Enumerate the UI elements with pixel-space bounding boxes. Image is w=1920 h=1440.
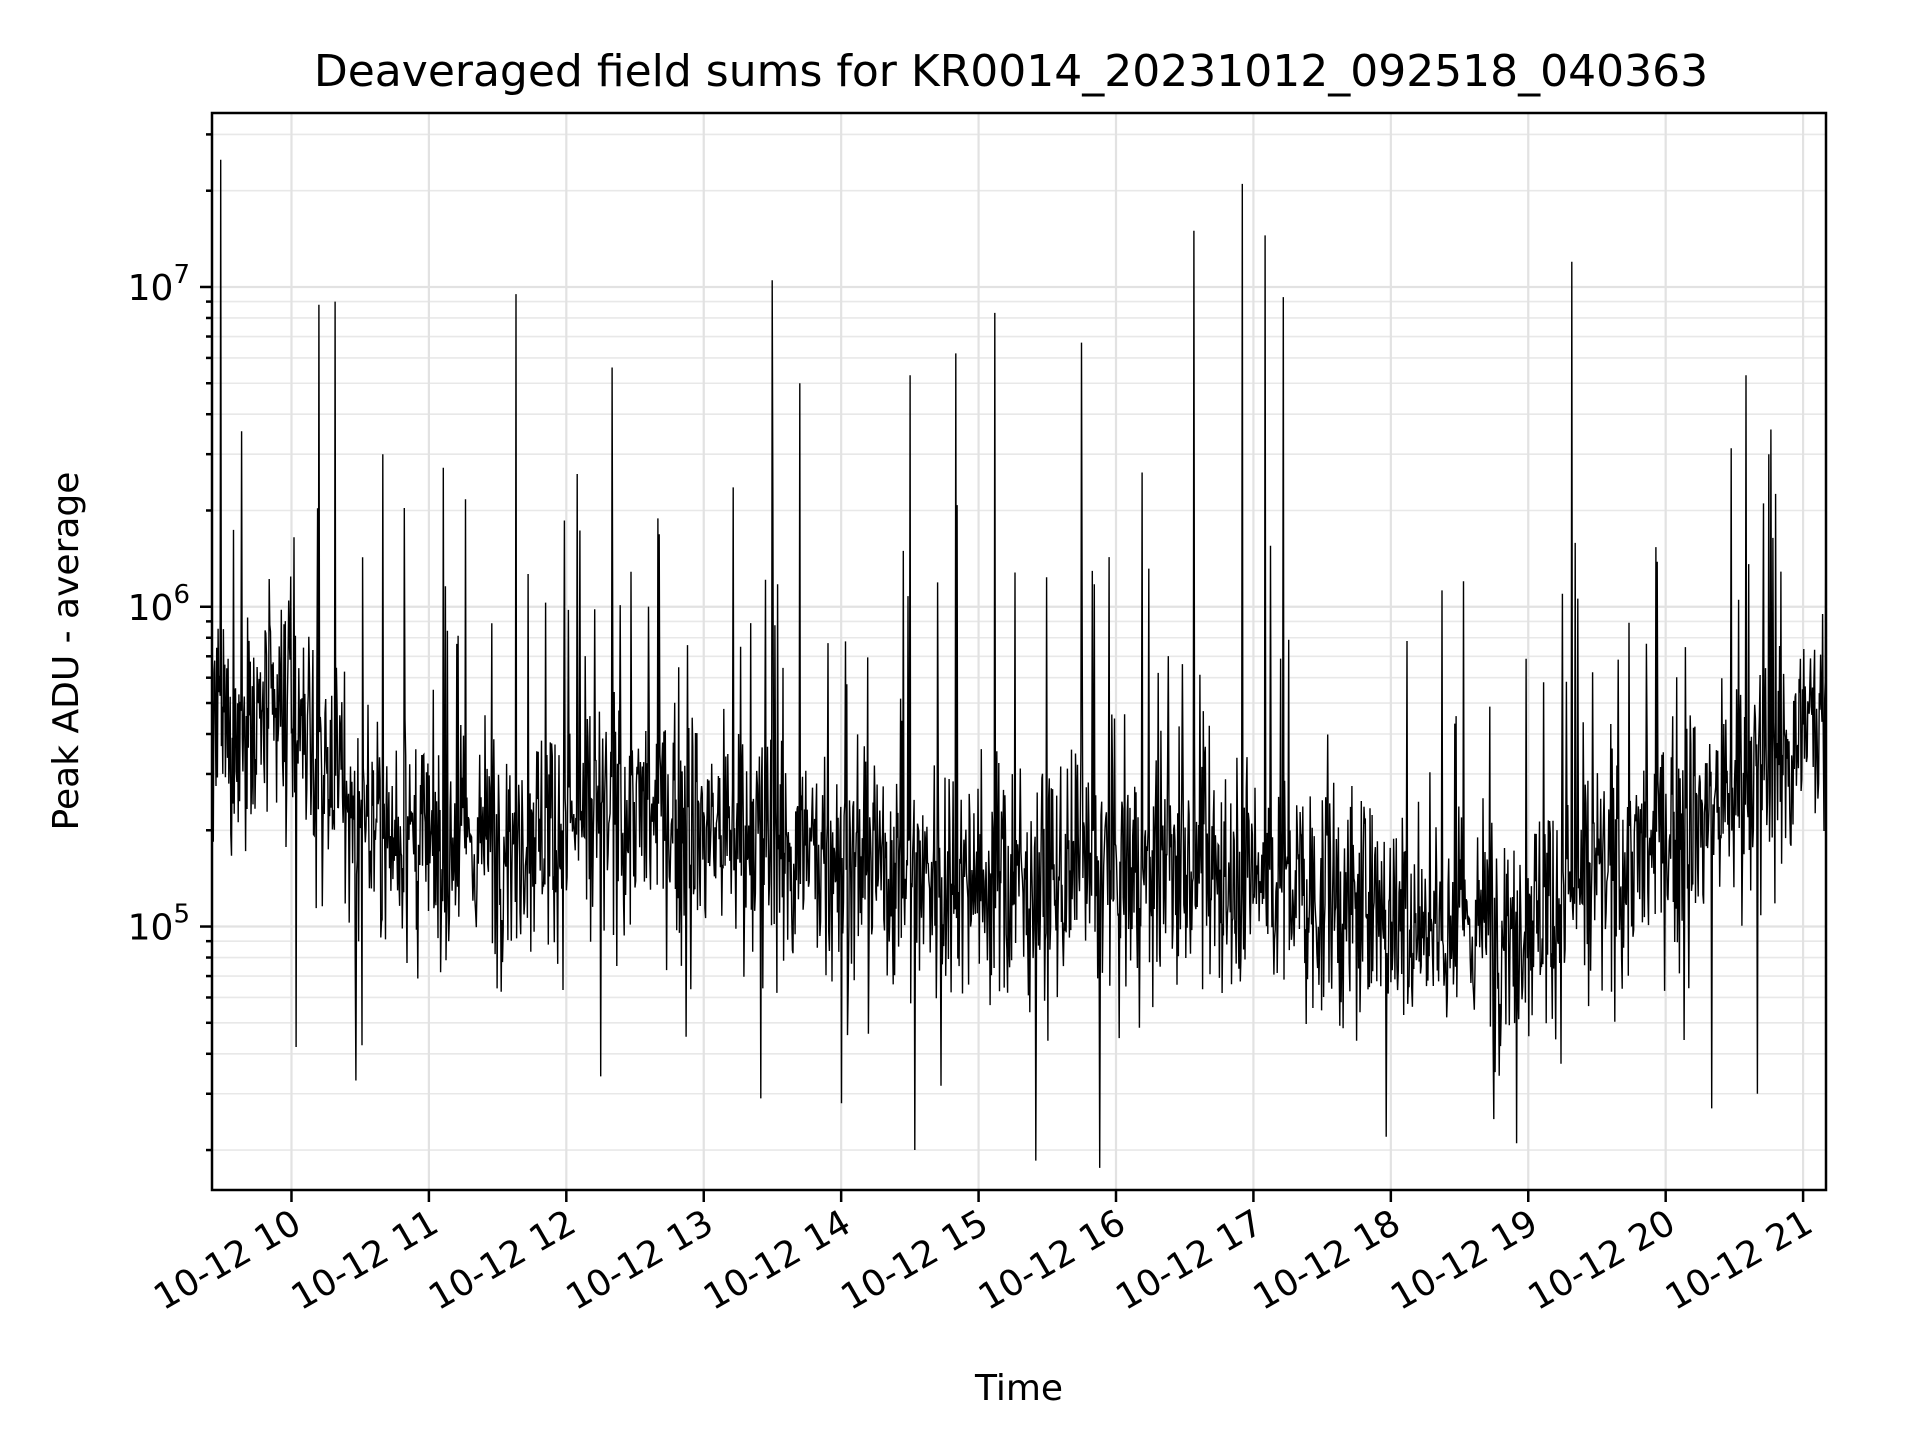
y-axis: 105 106 107 — [128, 133, 212, 1152]
y-tick-label: 105 — [128, 900, 190, 949]
plot-area — [212, 159, 1826, 1168]
x-axis-label: Time — [974, 1368, 1063, 1409]
plot-frame — [210, 111, 1828, 1192]
y-tick-label: 106 — [128, 580, 190, 629]
series-line — [212, 159, 1826, 1168]
y-tick-label: 107 — [128, 260, 190, 309]
chart-title: Deaveraged field sums for KR0014_2023101… — [314, 46, 1708, 97]
y-axis-label: Peak ADU - average — [46, 472, 87, 831]
